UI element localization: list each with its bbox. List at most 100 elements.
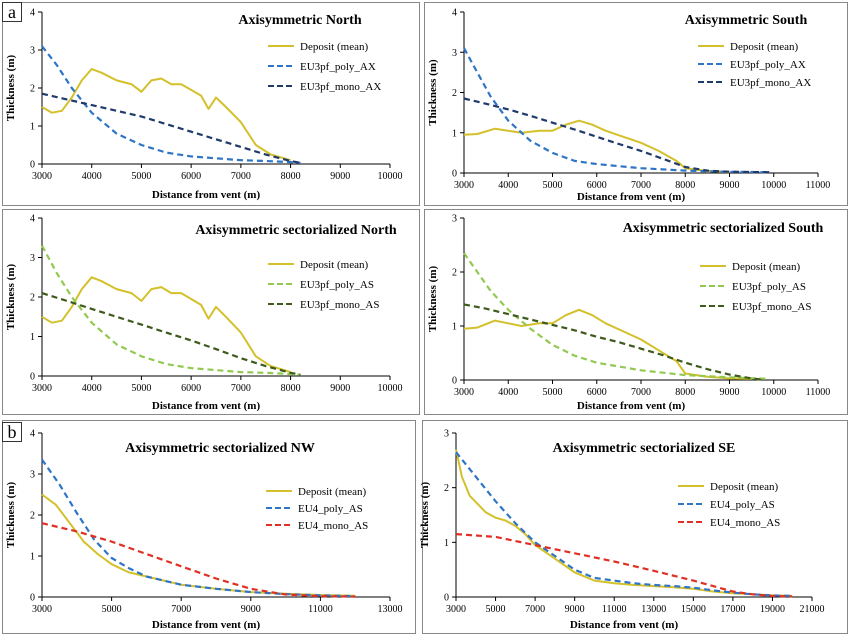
x-tick-label: 9000 [565,604,585,615]
x-tick-label: 17000 [720,604,745,615]
chart-4: 0 1 2 3 4 3000 5000 7000 9000 11000 13000 Distance … [5,429,403,632]
x-tick-label: 7000 [631,387,651,398]
x-tick-label: 6000 [181,383,201,394]
x-axis-label: Distance from vent (m) [152,619,261,631]
chart-1: 0 1 2 3 4 3000 4000 5000 6000 7000 8000 9000 10000 11… [427,8,830,204]
x-tick-label: 3000 [454,387,474,398]
x-tick-label: 9000 [330,171,350,182]
x-tick-label: 6000 [587,180,607,191]
chart-title: Axisymmetric sectorialized South [623,221,824,236]
legend-label: EU3pf_poly_AX [730,59,806,71]
x-tick-label: 7000 [525,604,545,615]
chart-5: 0 1 2 3 3000 5000 7000 9000 11000 13000 15000 17000… [419,429,825,632]
y-tick-label: 4 [30,429,35,440]
legend-label: EU3pf_mono_AS [300,299,379,311]
section-label-b: b [2,422,22,442]
legend-label: Deposit (mean) [300,41,368,53]
panel-frame-as-north [2,209,420,415]
x-axis-label: Distance from vent (m) [152,189,261,201]
x-tick-label: 21000 [800,604,825,615]
x-tick-label: 4000 [498,387,518,398]
series-line-0 [463,119,730,174]
x-tick-label: 4000 [82,383,102,394]
y-tick-label: 3 [30,253,35,264]
chart-title: Axisymmetric sectorialized NW [125,441,315,456]
x-tick-label: 6000 [587,387,607,398]
y-tick-label: 2 [444,483,449,494]
series-line-2 [41,292,301,376]
y-tick-label: 0 [452,169,457,180]
chart-title: Axisymmetric South [685,13,808,28]
x-tick-label: 10000 [378,383,403,394]
legend-label: Deposit (mean) [710,481,778,493]
legend-label: EU3pf_poly_AS [300,279,374,291]
series-line-1 [455,451,793,597]
x-tick-label: 10000 [378,171,403,182]
y-tick-label: 1 [444,538,449,549]
legend-label: EU4_poly_AS [298,503,363,515]
x-tick-label: 11000 [602,604,627,615]
chart-0: 0 1 2 3 4 3000 4000 5000 6000 7000 8000 9000 10000 Di… [5,8,403,202]
y-tick-label: 3 [452,48,457,59]
x-axis-label: Distance from vent (m) [570,619,679,631]
chart-title: Axisymmetric sectorialized SE [553,441,736,456]
y-tick-label: 2 [452,88,457,99]
chart-title: Axisymmetric North [238,13,361,28]
y-tick-label: 4 [30,214,35,225]
y-tick-label: 1 [30,552,35,563]
y-axis-label: Thickness (m) [419,482,431,549]
legend-label: EU4_poly_AS [710,499,775,511]
y-tick-label: 3 [30,46,35,57]
x-tick-label: 5000 [543,387,563,398]
legend-label: EU4_mono_AS [710,517,780,529]
x-tick-label: 7000 [231,383,251,394]
legend-label: Deposit (mean) [730,41,798,53]
panel-frame-as-nw [2,420,416,634]
series-line-1 [463,47,770,174]
legend-label: EU3pf_mono_AS [732,301,811,313]
y-tick-label: 1 [452,128,457,139]
chart-title: Axisymmetric sectorialized North [195,223,397,238]
series-line-2 [463,303,761,381]
y-axis-label: Thickness (m) [427,266,439,333]
legend-label: Deposit (mean) [300,259,368,271]
x-tick-label: 6000 [181,171,201,182]
x-tick-label: 11000 [806,180,831,191]
series-line-2 [463,97,770,174]
x-tick-label: 4000 [498,180,518,191]
y-tick-label: 0 [452,376,457,387]
x-tick-label: 4000 [82,171,102,182]
legend-label: Deposit (mean) [732,261,800,273]
y-tick-label: 4 [452,8,457,19]
y-tick-label: 2 [452,268,457,279]
x-tick-label: 11000 [308,604,333,615]
y-tick-label: 3 [444,429,449,440]
x-tick-label: 8000 [675,180,695,191]
y-axis-label: Thickness (m) [5,264,17,331]
x-tick-label: 7000 [231,171,251,182]
x-tick-label: 3000 [32,604,52,615]
series-line-1 [41,245,301,376]
chart-2: 0 1 2 3 4 3000 4000 5000 6000 7000 8000 9000 10000 Di… [5,214,403,413]
series-line-2 [455,533,793,598]
x-tick-label: 8000 [281,171,301,182]
y-tick-label: 2 [30,293,35,304]
series-line-2 [41,92,301,164]
y-axis-label: Thickness (m) [427,59,439,126]
y-tick-label: 1 [30,332,35,343]
series-line-0 [41,68,291,162]
y-tick-label: 0 [444,593,449,604]
chart-3: 0 1 2 3 3000 4000 5000 6000 7000 8000 9000 10000 110… [427,214,830,413]
x-tick-label: 19000 [760,604,785,615]
y-tick-label: 2 [30,84,35,95]
x-tick-label: 9000 [720,387,740,398]
series-line-2 [41,522,356,598]
legend-label: EU3pf_mono_AX [730,77,811,89]
x-tick-label: 5000 [102,604,122,615]
y-tick-label: 0 [30,593,35,604]
y-axis-label: Thickness (m) [5,55,17,122]
x-tick-label: 10000 [761,387,786,398]
x-tick-label: 9000 [720,180,740,191]
y-axis-label: Thickness (m) [5,482,17,549]
